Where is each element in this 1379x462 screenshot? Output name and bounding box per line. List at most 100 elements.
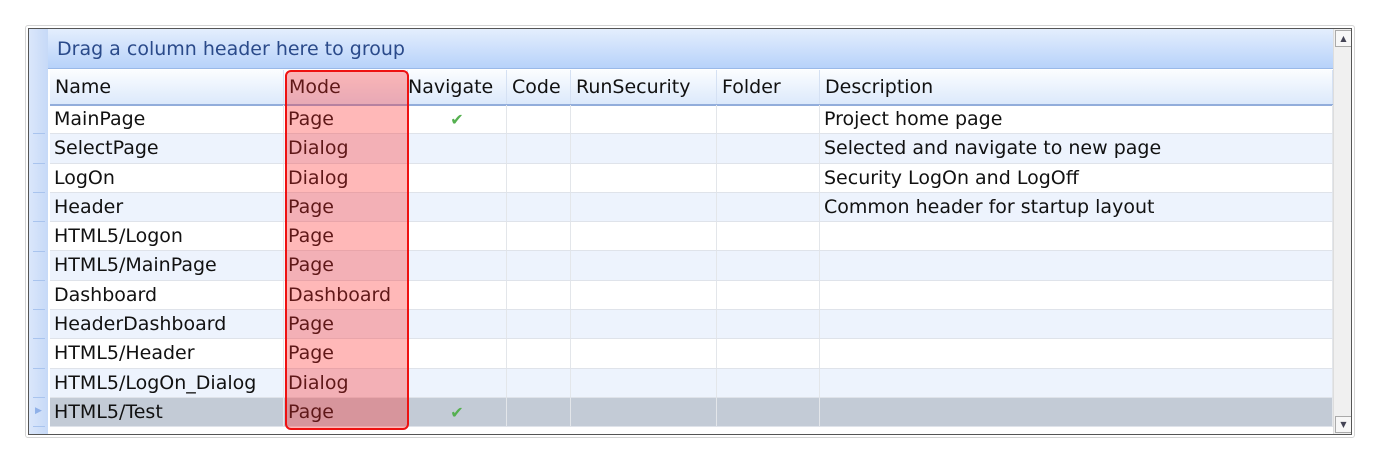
cell-code[interactable] [507, 134, 571, 163]
cell-code[interactable] [507, 105, 571, 134]
cell-folder[interactable] [717, 310, 820, 339]
cell-runsecurity[interactable] [571, 397, 717, 427]
column-header-navigate[interactable]: Navigate [408, 70, 507, 104]
cell-folder[interactable] [717, 251, 820, 280]
arrow-up-icon[interactable]: ▲ [1335, 30, 1351, 47]
cell-code[interactable] [507, 339, 571, 368]
cell-name[interactable]: SelectPage [50, 134, 284, 163]
column-header-runsecurity[interactable]: RunSecurity [571, 70, 717, 104]
cell-code[interactable] [507, 397, 571, 427]
cell-runsecurity[interactable] [571, 222, 717, 251]
cell-name[interactable]: HTML5/LogOn_Dialog [50, 368, 284, 397]
table-row[interactable]: LogOn Dialog Security LogOn and LogOff [50, 163, 1333, 193]
cell-navigate[interactable] [408, 339, 507, 368]
cell-description[interactable] [820, 251, 1333, 280]
cell-description[interactable] [820, 222, 1333, 251]
cell-name[interactable]: HTML5/MainPage [50, 251, 284, 280]
table-row[interactable]: HTML5/Logon Page [50, 222, 1333, 252]
cell-name[interactable]: Dashboard [50, 280, 284, 310]
table-row[interactable]: SelectPage Dialog Selected and navigate to… [50, 134, 1333, 164]
cell-code[interactable] [507, 251, 571, 280]
cell-runsecurity[interactable] [571, 310, 717, 339]
cell-folder[interactable] [717, 105, 820, 134]
cell-code[interactable] [507, 192, 571, 222]
cell-mode[interactable]: Dialog [284, 368, 408, 397]
row-indicator-line [33, 397, 45, 398]
cell-runsecurity[interactable] [571, 368, 717, 397]
column-header-folder[interactable]: Folder [717, 70, 820, 104]
cell-code[interactable] [507, 222, 571, 251]
cell-description[interactable]: Project home page [820, 105, 1333, 134]
cell-mode[interactable]: Page [284, 105, 408, 134]
table-row[interactable]: Dashboard Dashboard [50, 280, 1333, 311]
cell-mode[interactable]: Page [284, 222, 408, 251]
table-row[interactable]: HTML5/MainPage Page [50, 251, 1333, 281]
cell-description[interactable] [820, 339, 1333, 368]
cell-mode[interactable]: Page [284, 192, 408, 222]
column-header-name[interactable]: Name [50, 70, 284, 104]
cell-description[interactable] [820, 280, 1333, 310]
cell-navigate[interactable] [408, 251, 507, 280]
cell-mode[interactable]: Dialog [284, 163, 408, 192]
cell-navigate[interactable] [408, 280, 507, 310]
cell-folder[interactable] [717, 368, 820, 397]
cell-description[interactable]: Common header for startup layout [820, 192, 1333, 222]
table-row[interactable]: Header Page Common header for startup layo… [50, 192, 1333, 223]
cell-code[interactable] [507, 163, 571, 192]
cell-code[interactable] [507, 368, 571, 397]
cell-navigate[interactable] [408, 192, 507, 222]
cell-mode[interactable]: Dialog [284, 134, 408, 163]
cell-code[interactable] [507, 280, 571, 310]
table-row[interactable]: HeaderDashboard Page [50, 310, 1333, 340]
cell-name[interactable]: HeaderDashboard [50, 310, 284, 339]
column-header-code[interactable]: Code [507, 70, 571, 104]
cell-folder[interactable] [717, 222, 820, 251]
cell-mode[interactable]: Page [284, 339, 408, 368]
cell-navigate[interactable] [408, 134, 507, 163]
group-panel[interactable]: Drag a column header here to group [48, 29, 1333, 69]
cell-runsecurity[interactable] [571, 251, 717, 280]
table-row[interactable]: HTML5/Test Page ✔ [50, 397, 1333, 428]
cell-mode[interactable]: Page [284, 310, 408, 339]
cell-name[interactable]: HTML5/Test [50, 397, 284, 427]
cell-folder[interactable] [717, 397, 820, 427]
cell-name[interactable]: MainPage [50, 105, 284, 134]
cell-navigate[interactable] [408, 310, 507, 339]
cell-navigate[interactable]: ✔ [408, 105, 507, 134]
cell-navigate[interactable] [408, 222, 507, 251]
cell-mode[interactable]: Page [284, 251, 408, 280]
cell-folder[interactable] [717, 280, 820, 310]
cell-runsecurity[interactable] [571, 134, 717, 163]
cell-description[interactable] [820, 397, 1333, 427]
table-row[interactable]: HTML5/LogOn_Dialog Dialog [50, 368, 1333, 398]
cell-description[interactable]: Selected and navigate to new page [820, 134, 1333, 163]
cell-name[interactable]: HTML5/Header [50, 339, 284, 368]
cell-name[interactable]: Header [50, 192, 284, 222]
cell-mode[interactable]: Page [284, 397, 408, 427]
column-header-mode[interactable]: Mode [284, 70, 408, 104]
table-row[interactable]: MainPage Page ✔ Project home page [50, 105, 1333, 135]
cell-runsecurity[interactable] [571, 163, 717, 192]
cell-runsecurity[interactable] [571, 105, 717, 134]
cell-description[interactable] [820, 368, 1333, 397]
cell-folder[interactable] [717, 192, 820, 222]
cell-name[interactable]: LogOn [50, 163, 284, 192]
cell-code[interactable] [507, 310, 571, 339]
table-row[interactable]: HTML5/Header Page [50, 339, 1333, 369]
cell-navigate[interactable] [408, 163, 507, 192]
cell-runsecurity[interactable] [571, 280, 717, 310]
cell-folder[interactable] [717, 339, 820, 368]
cell-folder[interactable] [717, 134, 820, 163]
cell-description[interactable] [820, 310, 1333, 339]
cell-navigate[interactable] [408, 368, 507, 397]
column-header-description[interactable]: Description [820, 70, 1333, 104]
cell-runsecurity[interactable] [571, 339, 717, 368]
cell-name[interactable]: HTML5/Logon [50, 222, 284, 251]
arrow-down-icon[interactable]: ▼ [1335, 416, 1351, 433]
cell-folder[interactable] [717, 163, 820, 192]
cell-description[interactable]: Security LogOn and LogOff [820, 163, 1333, 192]
cell-navigate[interactable]: ✔ [408, 397, 507, 427]
cell-runsecurity[interactable] [571, 192, 717, 222]
vertical-scrollbar[interactable]: ▲ ▼ [1333, 29, 1351, 434]
cell-mode[interactable]: Dashboard [284, 280, 408, 310]
